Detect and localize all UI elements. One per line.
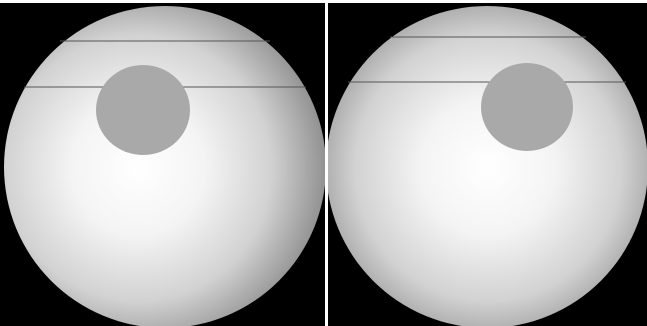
left-sphere-panel [0,3,325,326]
left-sphere-render [0,3,325,326]
left-gray-spot [96,65,190,155]
right-sphere-render [328,3,647,326]
right-sphere [328,6,647,326]
left-sphere [4,6,325,326]
right-sphere-panel [328,3,647,326]
right-gray-spot [481,63,573,151]
